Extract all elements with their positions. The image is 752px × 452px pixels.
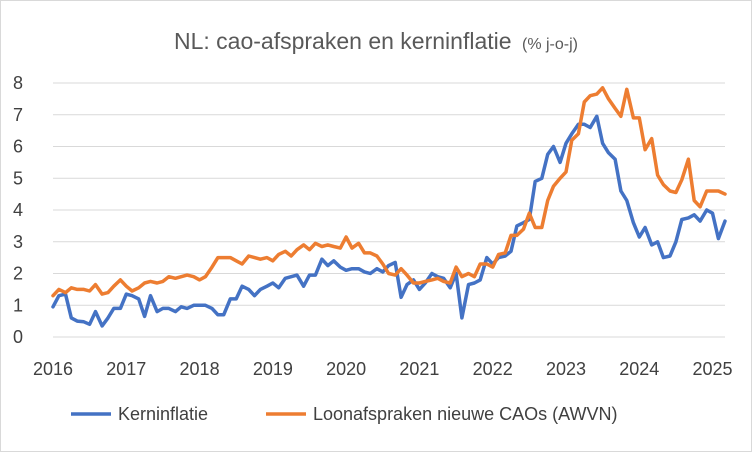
y-tick-label: 4 (13, 200, 23, 220)
legend-label-0: Kerninflatie (118, 404, 208, 424)
y-tick-label: 6 (13, 137, 23, 157)
gridlines (53, 82, 725, 338)
series-lines (51, 86, 727, 328)
y-tick-label: 8 (13, 73, 23, 93)
x-tick-label: 2024 (619, 359, 659, 379)
chart-title-unit: (% j-o-j) (522, 36, 578, 53)
x-tick-label: 2019 (253, 359, 293, 379)
chart-title-main: NL: cao-afspraken en kerninflatie (174, 28, 512, 54)
x-tick-label: 2016 (33, 359, 73, 379)
x-tick-label: 2023 (546, 359, 586, 379)
y-axis-ticks: 0 1 2 3 4 5 6 7 8 (13, 73, 23, 347)
y-tick-label: 0 (13, 327, 23, 347)
y-tick-label: 3 (13, 232, 23, 252)
legend-label-1: Loonafspraken nieuwe CAOs (AWVN) (313, 404, 617, 424)
chart-title: NL: cao-afspraken en kerninflatie (% j-o… (174, 28, 578, 54)
legend: Kerninflatie Loonafspraken nieuwe CAOs (A… (71, 404, 617, 424)
series-line-0 (51, 114, 727, 328)
x-tick-label: 2025 (693, 359, 733, 379)
x-axis-ticks: 2016 2017 2018 2019 2020 2021 2022 2023 2024 2025 (33, 359, 733, 379)
x-tick-label: 2020 (326, 359, 366, 379)
x-tick-label: 2021 (399, 359, 439, 379)
x-tick-label: 2017 (106, 359, 146, 379)
x-tick-label: 2018 (180, 359, 220, 379)
y-tick-label: 2 (13, 264, 23, 284)
series-line-1 (51, 86, 727, 298)
x-tick-label: 2022 (473, 359, 513, 379)
y-tick-label: 5 (13, 168, 23, 188)
y-tick-label: 7 (13, 105, 23, 125)
y-tick-label: 1 (13, 295, 23, 315)
